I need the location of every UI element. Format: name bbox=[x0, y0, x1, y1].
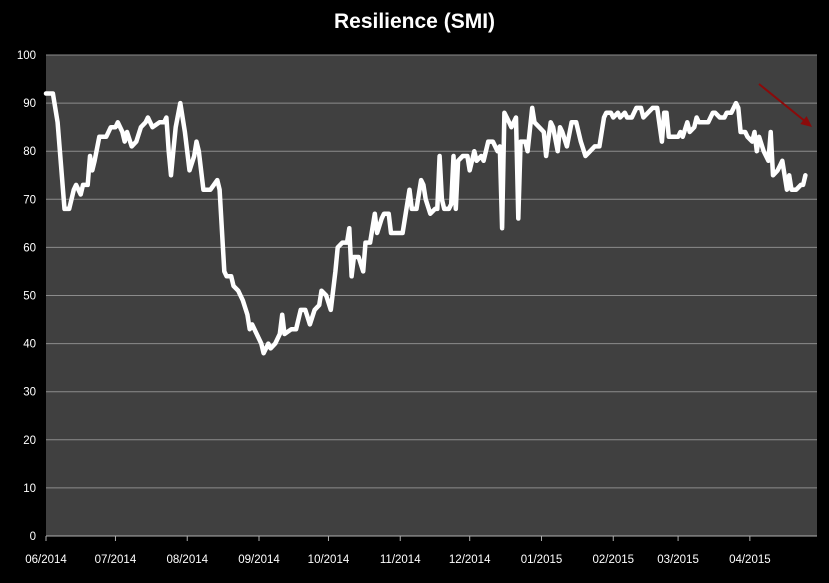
x-tick-label: 06/2014 bbox=[25, 554, 67, 566]
y-tick-label: 90 bbox=[23, 98, 36, 110]
x-tick-label: 11/2014 bbox=[380, 554, 421, 566]
y-tick-label: 50 bbox=[23, 291, 36, 303]
x-tick-label: 03/2015 bbox=[657, 554, 699, 566]
x-tick-label: 12/2014 bbox=[449, 554, 491, 566]
x-tick-label: 07/2014 bbox=[95, 554, 137, 566]
x-tick-label: 04/2015 bbox=[729, 554, 771, 566]
y-tick-label: 10 bbox=[23, 483, 36, 495]
y-tick-label: 0 bbox=[30, 531, 36, 543]
x-tick-label: 09/2014 bbox=[238, 554, 280, 566]
x-tick-label: 01/2015 bbox=[521, 554, 563, 566]
trend-arrow-head bbox=[800, 116, 812, 127]
x-tick-label: 02/2015 bbox=[592, 554, 634, 566]
series-line bbox=[43, 91, 808, 356]
x-tick-label: 10/2014 bbox=[308, 554, 350, 566]
y-tick-label: 30 bbox=[23, 387, 36, 399]
y-tick-label: 20 bbox=[23, 435, 36, 447]
y-tick-label: 80 bbox=[23, 146, 36, 158]
y-tick-label: 60 bbox=[23, 242, 36, 254]
y-tick-label: 100 bbox=[17, 50, 36, 62]
chart-title: Resilience (SMI) bbox=[333, 10, 496, 33]
y-tick-label: 40 bbox=[23, 339, 36, 351]
x-tick-label: 08/2014 bbox=[166, 554, 208, 566]
y-tick-label: 70 bbox=[23, 194, 36, 206]
trend-arrow-shaft bbox=[758, 83, 807, 123]
